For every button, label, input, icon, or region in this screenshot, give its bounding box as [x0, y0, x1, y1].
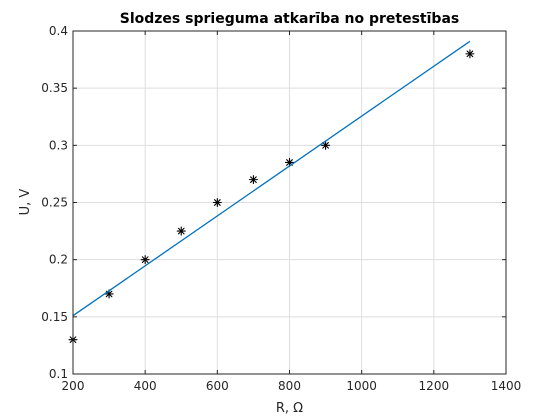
x-tick-label: 200: [62, 379, 85, 393]
chart-title: Slodzes sprieguma atkarība no pretestība…: [120, 11, 459, 27]
y-tick-label: 0.3: [49, 138, 68, 152]
y-tick-label: 0.4: [49, 24, 68, 38]
tick-layer: 200 400 600 800 1000 1200 1400 0.1 0.15 0.2 0.25 0.…: [41, 24, 521, 393]
fit-line: [72, 40, 471, 317]
data-point-marker: [140, 255, 150, 265]
data-point-marker: [248, 175, 258, 185]
data-point-marker: [465, 49, 475, 59]
x-tick-label: 800: [278, 379, 301, 393]
x-tick-label: 1000: [346, 379, 377, 393]
y-tick-label: 0.15: [41, 310, 68, 324]
data-point-marker: [321, 140, 331, 150]
x-tick-label: 400: [134, 379, 157, 393]
series-layer: [68, 40, 475, 345]
y-tick-label: 0.35: [41, 81, 68, 95]
data-point-marker: [176, 226, 186, 236]
x-tick-label: 1400: [491, 379, 522, 393]
data-point-marker: [212, 197, 222, 208]
y-tick-label: 0.25: [41, 196, 68, 210]
y-tick-label: 0.1: [49, 367, 68, 381]
y-axis-label: U, V: [18, 189, 33, 216]
x-tick-label: 600: [206, 379, 229, 393]
x-axis-label: R, Ω: [276, 401, 303, 416]
y-tick-label: 0.2: [49, 253, 68, 267]
x-tick-label: 1200: [419, 379, 450, 393]
